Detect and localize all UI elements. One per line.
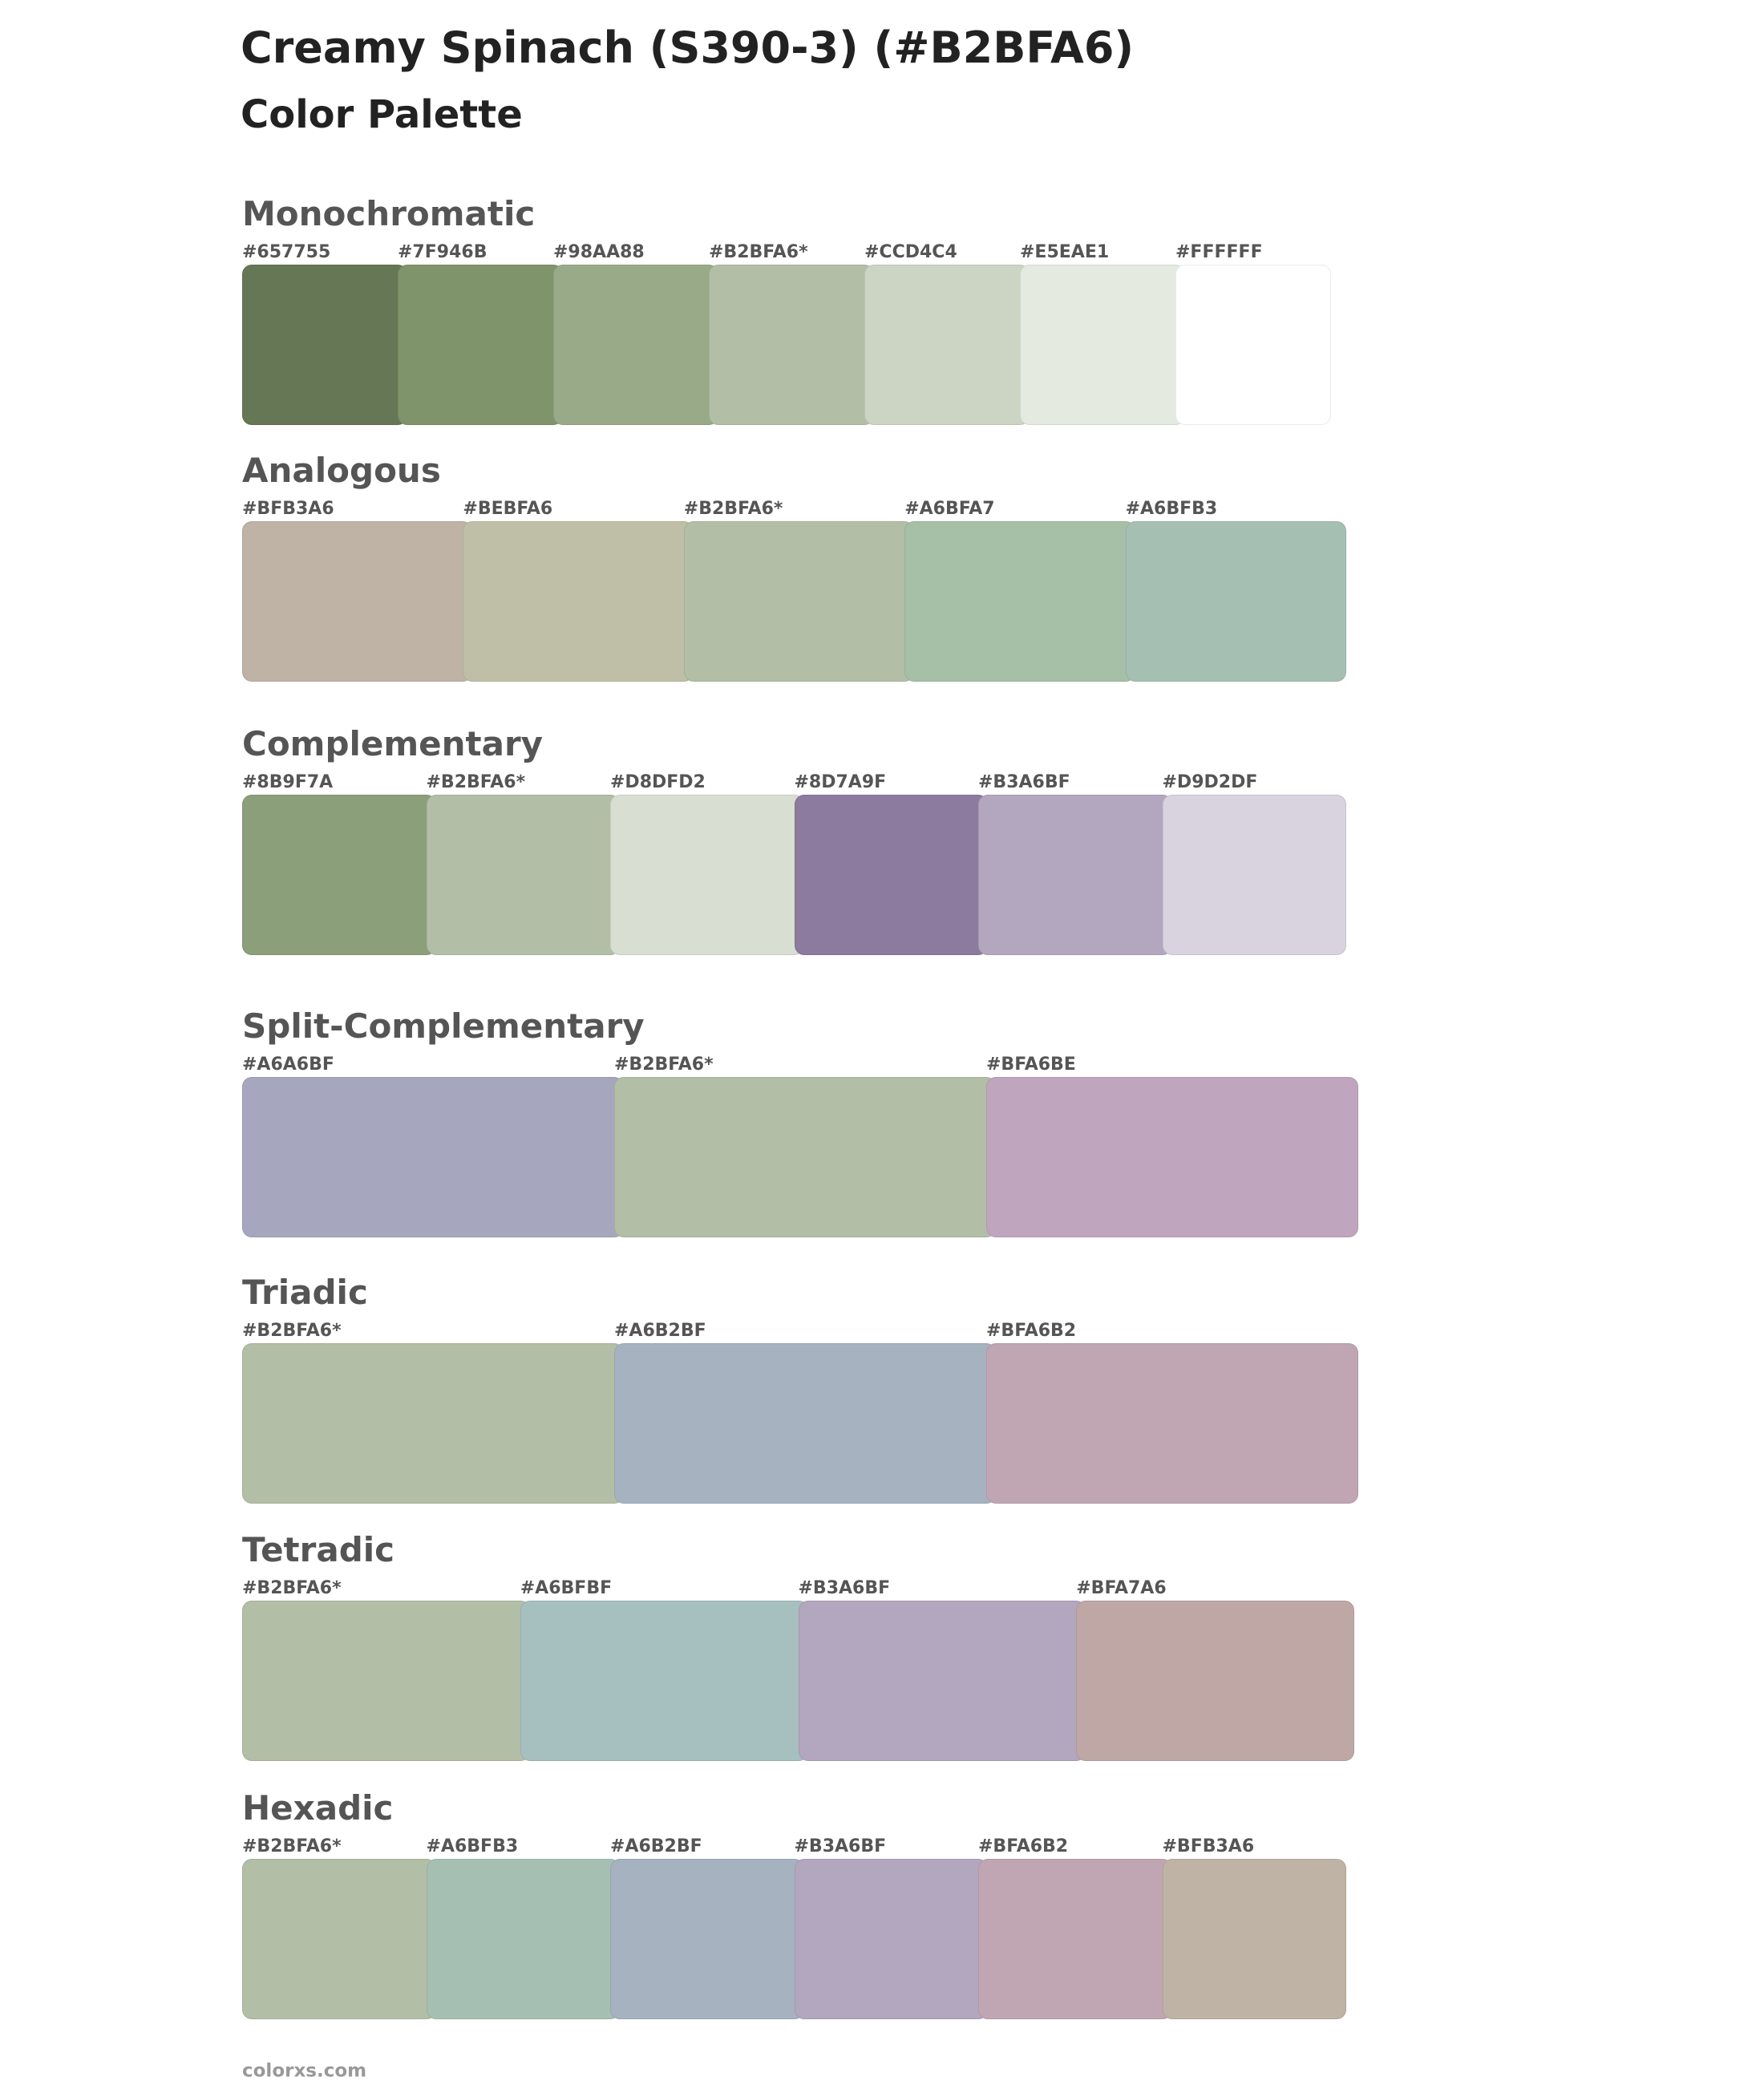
hex-label: #D8DFD2 [610,772,706,792]
hex-label: #B2BFA6* [426,772,526,792]
hex-label: #A6BFB3 [1125,499,1218,519]
hex-label: #8B9F7A [242,772,334,792]
color-swatch [1162,795,1346,955]
color-swatch [242,1859,436,2019]
section-heading: Analogous [242,451,441,490]
hex-label: #D9D2DF [1162,772,1258,792]
color-swatch [398,265,563,425]
color-swatch [242,265,407,425]
hex-label: #BFA6BE [986,1055,1076,1075]
hex-label: #E5EAE1 [1020,242,1110,262]
hex-label: #CCD4C4 [864,242,957,262]
hex-label: #B2BFA6* [242,1836,342,1856]
color-swatch [463,521,694,682]
color-swatch [986,1077,1358,1237]
color-swatch [798,1601,1086,1761]
color-swatch [242,1077,624,1237]
color-swatch [520,1601,808,1761]
color-swatch [1162,1859,1346,2019]
hex-label: #B2BFA6* [242,1321,342,1341]
color-swatch [614,1343,996,1504]
hex-label: #8D7A9F [794,772,887,792]
subtitle: Color Palette [241,92,523,137]
hex-label: #98AA88 [553,242,645,262]
hex-label: #B3A6BF [798,1578,891,1598]
color-swatch [986,1343,1358,1504]
color-swatch [610,1859,804,2019]
color-swatch [610,795,804,955]
section-heading: Tetradic [242,1530,395,1569]
color-swatch [1020,265,1185,425]
color-swatch [709,265,874,425]
section-heading: Split-Complementary [242,1006,645,1046]
section-heading: Triadic [242,1273,368,1312]
hex-label: #FFFFFF [1175,242,1263,262]
hex-label: #B2BFA6* [614,1055,714,1075]
hex-label: #B3A6BF [978,772,1070,792]
title: Creamy Spinach (S390-3) (#B2BFA6) [241,22,1135,73]
hex-label: #BFB3A6 [1162,1836,1255,1856]
hex-label: #A6A6BF [242,1055,334,1075]
color-swatch [553,265,718,425]
color-swatch [426,1859,620,2019]
hex-label: #A6BFA7 [904,499,995,519]
hex-label: #B2BFA6* [683,499,783,519]
hex-label: #A6BFB3 [426,1836,519,1856]
color-swatch [242,521,473,682]
color-swatch [1076,1601,1354,1761]
color-swatch [614,1077,996,1237]
color-swatch [242,1343,624,1504]
color-swatch [864,265,1030,425]
color-swatch [1125,521,1346,682]
hex-label: #7F946B [398,242,488,262]
hex-label: #BFA6B2 [978,1836,1069,1856]
section-heading: Hexadic [242,1788,394,1828]
hex-label: #BFB3A6 [242,499,334,519]
color-swatch [426,795,620,955]
hex-label: #B2BFA6* [242,1578,342,1598]
hex-label: #BFA6B2 [986,1321,1077,1341]
hex-label: #A6B2BF [610,1836,702,1856]
hex-label: #B3A6BF [794,1836,887,1856]
color-swatch [978,795,1172,955]
color-swatch [904,521,1135,682]
footer: colorxs.com [242,2060,367,2082]
hex-label: #BFA7A6 [1076,1578,1167,1598]
color-swatch [242,1601,530,1761]
color-swatch [683,521,915,682]
color-swatch [1175,265,1331,425]
section-heading: Monochromatic [242,194,536,233]
hex-label: #657755 [242,242,331,262]
color-swatch [978,1859,1172,2019]
color-swatch [794,1859,988,2019]
color-swatch [242,795,436,955]
hex-label: #A6B2BF [614,1321,706,1341]
color-swatch [794,795,988,955]
hex-label: #BEBFA6 [463,499,553,519]
section-heading: Complementary [242,724,544,763]
hex-label: #A6BFBF [520,1578,613,1598]
hex-label: #B2BFA6* [709,242,808,262]
